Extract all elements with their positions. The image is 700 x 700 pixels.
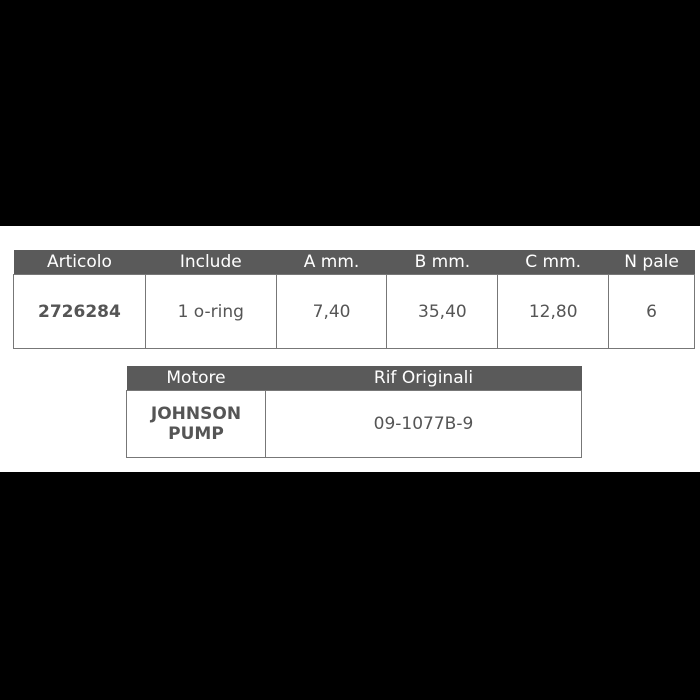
cell-c-mm: 12,80 [497, 274, 610, 349]
cell-include: 1 o-ring [144, 274, 277, 349]
header-articolo: Articolo [13, 250, 146, 275]
header-b-mm: B mm. [386, 250, 498, 275]
engine-table: Motore Rif Originali JOHNSON PUMP 09-107… [126, 366, 583, 458]
header-n-pale: N pale [608, 250, 695, 275]
cell-rif-originali: 09-1077B-9 [264, 390, 583, 458]
cell-articolo: 2726284 [13, 274, 146, 349]
table-row: 2726284 1 o-ring 7,40 35,40 12,80 6 [13, 274, 695, 349]
header-motore: Motore [126, 366, 266, 391]
table-row: JOHNSON PUMP 09-1077B-9 [126, 390, 583, 458]
header-rif-originali: Rif Originali [265, 366, 582, 391]
header-c-mm: C mm. [497, 250, 609, 275]
header-row: Motore Rif Originali [126, 366, 582, 391]
cell-n-pale: 6 [608, 274, 695, 349]
header-row: Articolo Include A mm. B mm. C mm. N pal… [13, 250, 695, 275]
cell-b-mm: 35,40 [386, 274, 499, 349]
header-a-mm: A mm. [276, 250, 387, 275]
header-include: Include [145, 250, 277, 275]
specs-table: Articolo Include A mm. B mm. C mm. N pal… [13, 250, 695, 349]
cell-a-mm: 7,40 [275, 274, 388, 349]
cell-motore: JOHNSON PUMP [126, 390, 266, 458]
